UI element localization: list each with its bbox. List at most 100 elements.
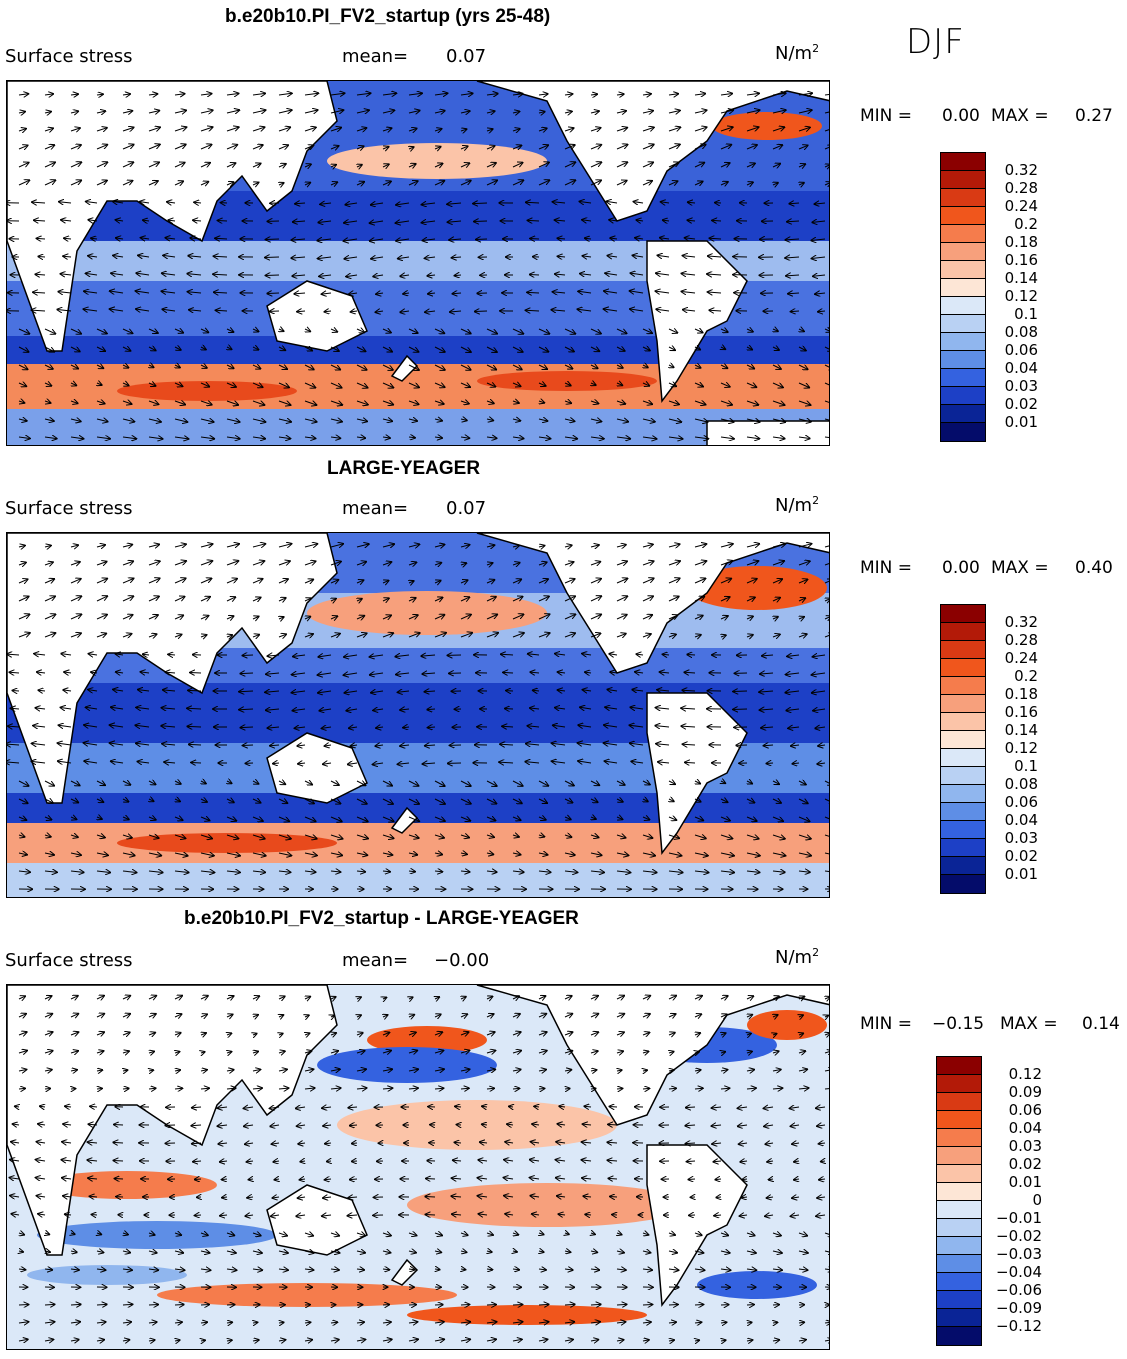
wind-stress-arrow xyxy=(538,437,550,439)
wind-stress-arrow xyxy=(538,562,547,565)
colorbar-cell xyxy=(941,677,985,695)
wind-stress-arrow xyxy=(148,145,160,150)
wind-stress-arrow xyxy=(686,1143,696,1144)
wind-stress-arrow xyxy=(408,871,415,872)
wind-stress-arrow xyxy=(616,437,630,439)
wind-stress-arrow xyxy=(798,382,809,388)
wind-stress-arrow xyxy=(798,561,810,565)
colorbar-cell xyxy=(937,1219,981,1237)
wind-stress-arrow xyxy=(331,165,336,167)
wind-stress-arrow xyxy=(44,112,51,113)
wind-stress-arrow xyxy=(278,382,289,387)
colorbar-cell xyxy=(941,731,985,749)
wind-stress-arrow xyxy=(44,346,54,352)
wind-stress-arrow xyxy=(591,1089,596,1090)
wind-stress-arrow xyxy=(408,93,422,95)
wind-stress-arrow xyxy=(356,93,371,95)
wind-stress-arrow xyxy=(486,129,493,131)
wind-stress-arrow xyxy=(330,110,343,113)
wind-stress-arrow xyxy=(616,596,627,602)
wind-stress-arrow xyxy=(174,544,186,547)
wind-stress-arrow xyxy=(590,545,599,547)
wind-stress-arrow xyxy=(772,401,785,405)
wind-stress-arrow xyxy=(695,347,700,350)
wind-stress-arrow xyxy=(63,256,72,257)
wind-stress-arrow xyxy=(18,546,25,548)
wind-stress-arrow xyxy=(174,181,183,185)
wind-stress-arrow xyxy=(434,581,441,583)
wind-stress-arrow xyxy=(661,202,670,203)
wind-stress-arrow xyxy=(18,346,29,352)
wind-stress-arrow xyxy=(747,1322,752,1323)
wind-stress-arrow xyxy=(798,579,807,583)
wind-stress-arrow xyxy=(226,365,234,368)
wind-stress-arrow xyxy=(434,93,447,95)
wind-stress-arrow xyxy=(18,1305,28,1306)
wind-stress-arrow xyxy=(526,310,540,311)
wind-stress-arrow xyxy=(425,311,436,312)
wind-stress-arrow xyxy=(408,111,420,114)
wind-stress-arrow xyxy=(44,328,55,334)
wind-stress-arrow xyxy=(71,383,76,385)
wind-stress-arrow xyxy=(18,328,29,334)
wind-stress-arrow xyxy=(616,347,625,351)
wind-stress-arrow xyxy=(331,599,336,601)
wind-stress-arrow xyxy=(168,654,176,655)
colorbar-tick-label: 0.01 xyxy=(1004,413,1038,431)
wind-stress-arrow xyxy=(694,329,703,333)
wind-stress-arrow xyxy=(252,365,260,369)
wind-stress-arrow xyxy=(476,239,488,240)
wind-stress-arrow xyxy=(96,562,107,565)
wind-stress-arrow xyxy=(356,544,369,547)
wind-stress-arrow xyxy=(772,110,786,113)
wind-stress-arrow xyxy=(304,419,317,422)
colorbar-cell xyxy=(937,1291,981,1309)
wind-stress-arrow xyxy=(475,311,488,312)
wind-stress-arrow xyxy=(798,145,808,149)
wind-stress-arrow xyxy=(683,310,696,311)
wind-stress-arrow xyxy=(428,727,436,728)
wind-stress-arrow xyxy=(122,94,130,95)
wind-stress-arrow xyxy=(668,111,680,114)
colorbar-cell xyxy=(937,1147,981,1165)
wind-stress-arrow xyxy=(148,162,159,168)
wind-stress-arrow xyxy=(824,382,829,386)
wind-stress-arrow xyxy=(304,146,313,150)
wind-stress-arrow xyxy=(799,1322,804,1323)
wind-stress-arrow xyxy=(604,291,618,293)
wind-stress-arrow xyxy=(44,162,55,168)
wind-stress-arrow xyxy=(138,255,150,257)
colorbar-tick-label: −0.02 xyxy=(996,1227,1042,1245)
wind-stress-arrow xyxy=(590,579,601,584)
colorbar-cell xyxy=(941,749,985,767)
colorbar-tick-label: −0.06 xyxy=(996,1281,1042,1299)
wind-stress-arrow xyxy=(70,1304,81,1305)
wind-stress-arrow xyxy=(148,383,156,386)
wind-stress-arrow xyxy=(553,202,566,203)
wind-stress-arrow xyxy=(226,579,237,584)
wind-stress-arrow xyxy=(114,1125,124,1126)
wind-stress-arrow xyxy=(608,1160,618,1161)
wind-stress-arrow xyxy=(694,145,706,150)
wind-stress-arrow xyxy=(201,347,206,350)
wind-stress-arrow xyxy=(798,419,811,422)
wind-stress-arrow xyxy=(218,221,228,222)
wind-stress-arrow xyxy=(330,182,337,185)
wind-stress-arrow xyxy=(714,1215,722,1216)
wind-stress-arrow xyxy=(772,93,786,95)
wind-stress-arrow xyxy=(578,309,592,311)
wind-stress-arrow xyxy=(813,275,826,276)
wind-stress-arrow xyxy=(330,616,337,619)
wind-stress-arrow xyxy=(746,329,753,332)
wind-stress-arrow xyxy=(18,129,26,131)
wind-stress-arrow xyxy=(45,401,51,403)
wind-stress-arrow xyxy=(824,146,829,149)
wind-stress-arrow xyxy=(530,239,540,240)
wind-stress-arrow xyxy=(382,364,393,370)
wind-stress-arrow xyxy=(798,93,812,95)
wind-stress-arrow xyxy=(200,616,208,619)
wind-stress-arrow xyxy=(252,437,265,439)
wind-stress-arrow xyxy=(473,203,488,204)
wind-stress-arrow xyxy=(382,562,391,565)
wind-stress-arrow xyxy=(96,437,110,439)
